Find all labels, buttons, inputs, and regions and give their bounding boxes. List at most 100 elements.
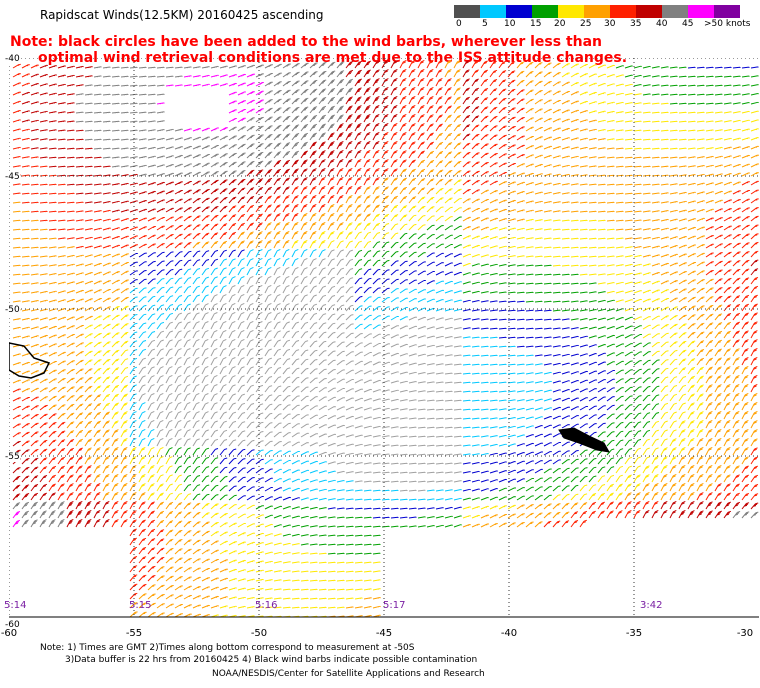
wind-barb — [111, 84, 120, 87]
wind-barb — [552, 62, 561, 69]
wind-barb — [84, 456, 92, 465]
wind-barb — [21, 519, 29, 528]
wind-barb — [732, 392, 740, 402]
wind-barb — [507, 264, 516, 267]
wind-barb — [255, 73, 264, 78]
wind-barb — [291, 432, 300, 438]
wind-barb — [435, 215, 444, 222]
wind-barb — [156, 217, 165, 222]
wind-barb — [120, 464, 128, 474]
wind-barb — [219, 179, 228, 186]
wind-barb — [444, 498, 453, 501]
wind-barb — [48, 74, 57, 78]
wind-barb — [255, 134, 264, 141]
wind-barb — [246, 134, 255, 141]
wind-barb — [660, 367, 669, 375]
wind-barb — [570, 344, 579, 348]
wind-barb — [453, 170, 462, 177]
wind-barb — [228, 170, 237, 177]
wind-barb — [21, 237, 30, 240]
wind-barb — [732, 374, 740, 384]
wind-barb — [300, 239, 308, 249]
wind-barb — [228, 196, 237, 204]
wind-barb — [273, 561, 282, 564]
wind-barb — [633, 210, 642, 213]
wind-barb — [102, 147, 111, 150]
wind-barb — [183, 321, 191, 330]
wind-barb — [579, 300, 588, 303]
wind-barb — [399, 471, 408, 474]
wind-barb — [750, 110, 759, 114]
wind-barb — [210, 223, 219, 231]
wind-barb — [363, 204, 371, 213]
wind-barb — [543, 191, 552, 195]
wind-barb — [39, 396, 48, 402]
wind-barb — [723, 93, 732, 96]
wind-barb — [381, 507, 390, 510]
wind-barb — [291, 441, 300, 447]
wind-barb — [129, 156, 138, 159]
wind-barb — [39, 129, 48, 132]
wind-barb — [489, 399, 498, 402]
wind-barb — [678, 84, 687, 87]
wind-barb — [39, 317, 48, 321]
wind-barb — [291, 497, 300, 501]
wind-barb — [102, 120, 111, 123]
wind-barb — [174, 438, 182, 447]
wind-barb — [156, 339, 164, 348]
wind-barb — [651, 403, 660, 411]
wind-barb — [219, 240, 228, 249]
wind-barb — [534, 389, 543, 393]
wind-barb — [183, 365, 191, 375]
wind-barb — [75, 254, 84, 258]
wind-barb — [417, 289, 426, 294]
wind-barb — [597, 422, 606, 429]
wind-barb — [534, 273, 543, 276]
wind-barb — [327, 387, 336, 393]
wind-barb — [462, 105, 471, 114]
wind-barb — [534, 433, 543, 438]
wind-barb — [399, 371, 408, 375]
wind-barb — [435, 87, 443, 96]
wind-barb — [453, 262, 462, 267]
iss-note-line-2: optimal wind retrieval conditions are me… — [38, 50, 628, 66]
wind-barb — [336, 313, 345, 321]
wind-barb — [174, 383, 182, 393]
wind-barb — [174, 321, 182, 330]
wind-barb — [615, 120, 624, 123]
wind-barb — [327, 114, 335, 123]
wind-barb — [39, 183, 48, 186]
wind-barb — [444, 506, 453, 510]
wind-barb — [579, 282, 588, 285]
wind-barb — [543, 371, 552, 375]
wind-barb — [678, 314, 687, 321]
wind-barb — [480, 88, 489, 96]
wind-barb — [642, 342, 651, 348]
wind-barb — [435, 197, 444, 204]
wind-barb — [696, 156, 705, 159]
wind-barb — [57, 369, 66, 375]
wind-barb — [273, 257, 281, 267]
wind-barb — [345, 176, 353, 186]
wind-barb — [300, 150, 308, 159]
wind-barb — [93, 102, 102, 105]
wind-barb — [471, 180, 480, 186]
wind-barb — [129, 583, 138, 591]
wind-barb — [57, 492, 65, 501]
wind-barb — [696, 173, 705, 177]
wind-barb — [21, 466, 30, 474]
wind-barb — [21, 501, 30, 510]
wind-barb — [264, 412, 273, 420]
wind-barb — [714, 313, 723, 321]
wind-barb — [642, 65, 651, 69]
wind-barb — [345, 425, 354, 429]
wind-barb — [255, 187, 264, 195]
wind-barb — [183, 339, 191, 348]
wind-barb — [417, 444, 426, 447]
wind-barb — [678, 297, 687, 303]
wind-barb — [669, 323, 678, 330]
wind-barb — [165, 128, 174, 132]
wind-barb — [651, 465, 659, 474]
wind-barb — [633, 192, 642, 195]
wind-barb — [417, 480, 426, 483]
